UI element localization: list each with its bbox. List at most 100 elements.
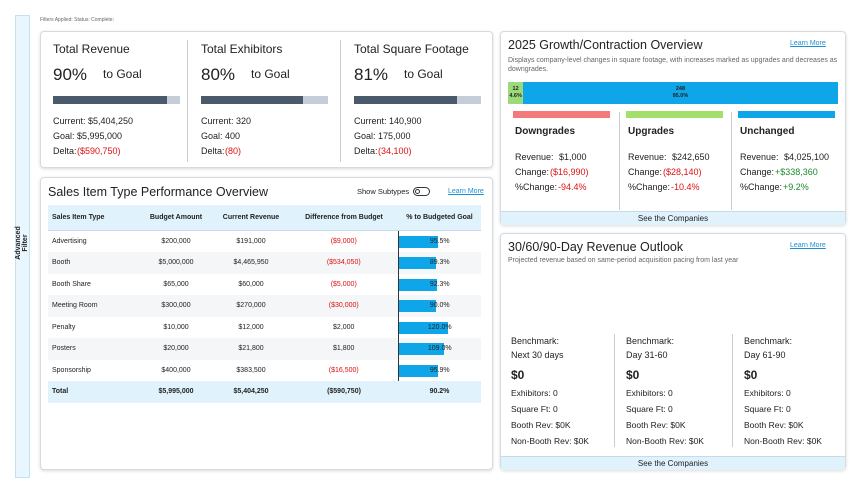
cell: 95.5% bbox=[397, 230, 481, 252]
learn-more[interactable]: Learn More bbox=[448, 188, 484, 195]
cell: Sponsorship bbox=[52, 366, 91, 374]
group-line-value: $4,025,100 bbox=[784, 152, 830, 162]
projected-revenue: $0 bbox=[626, 368, 640, 382]
outlook-card: 30/60/90-Day Revenue Outlook Learn More Pr… bbox=[500, 233, 846, 470]
segment-count: 248 bbox=[675, 86, 686, 92]
toggle-knob bbox=[415, 188, 420, 194]
kpi-goal-label: to Goal bbox=[103, 67, 142, 81]
cell: Advertising bbox=[52, 237, 87, 245]
cell: $5,000,000 bbox=[158, 259, 194, 267]
group-strip bbox=[513, 111, 610, 118]
learn-more[interactable]: Learn More bbox=[790, 242, 826, 249]
pct-cell: 89.3% bbox=[398, 252, 482, 274]
group-name: Downgrades bbox=[515, 126, 576, 137]
kpi-current: Current: $5,404,250 bbox=[53, 116, 134, 126]
kpi-percent: 80% bbox=[201, 65, 236, 84]
card-description: Displays company-level changes in square… bbox=[508, 57, 838, 73]
divider bbox=[619, 112, 620, 210]
kpi-current: Current: 320 bbox=[201, 116, 252, 126]
cell: $1,800 bbox=[333, 345, 355, 353]
benchmark-label: Benchmark: bbox=[626, 336, 675, 346]
group-name: Upgrades bbox=[628, 126, 675, 137]
table-row: Advertising $200,000 $191,000 ($9,000) 95.5% bbox=[48, 230, 481, 252]
cell: Penalty bbox=[52, 323, 76, 331]
cell: Total bbox=[52, 388, 69, 396]
kpi-goal: Goal: $5,995,000 bbox=[53, 131, 123, 141]
cell: $10,000 bbox=[163, 323, 189, 331]
group-line-label: Change: bbox=[628, 167, 663, 177]
cell: $2,000 bbox=[333, 323, 355, 331]
cell: $60,000 bbox=[238, 280, 264, 288]
column-header: Budget Amount bbox=[140, 205, 212, 231]
group-line-label: %Change: bbox=[515, 182, 558, 192]
column-header: Sales Item Type bbox=[48, 205, 140, 231]
booth-rev: Booth Rev: $0K bbox=[626, 420, 686, 430]
cell: $4,465,950 bbox=[233, 259, 269, 267]
group-line-value: +9.2% bbox=[783, 182, 809, 192]
progress-track bbox=[354, 96, 481, 104]
cell: $21,800 bbox=[238, 345, 264, 353]
card-title: 30/60/90-Day Revenue Outlook bbox=[508, 240, 684, 254]
cell: 92.3% bbox=[397, 273, 481, 295]
goal-bar bbox=[398, 321, 449, 334]
group-line-label: Revenue: bbox=[515, 152, 554, 162]
cell: $65,000 bbox=[163, 280, 189, 288]
table-row: Meeting Room $300,000 $270,000 ($30,000) 90.… bbox=[48, 295, 481, 317]
square-ft: Square Ft: 0 bbox=[744, 404, 791, 414]
see-companies-button[interactable]: See the Companies bbox=[501, 456, 845, 470]
growth-bar: 12 4.6% 248 95.0% bbox=[508, 82, 839, 104]
cell: ($534,050) bbox=[326, 259, 361, 267]
segment-percent: 4.6% bbox=[509, 93, 522, 99]
group-line-value: ($28,140) bbox=[663, 167, 702, 177]
projected-revenue: $0 bbox=[511, 368, 525, 382]
progress-track bbox=[201, 96, 328, 104]
cell: $191,000 bbox=[236, 237, 266, 245]
cell: Booth bbox=[52, 259, 71, 267]
card-title: 2025 Growth/Contraction Overview bbox=[508, 38, 703, 52]
cell: 109.0% bbox=[397, 338, 481, 360]
kpi-goal: Goal: 400 bbox=[201, 131, 241, 141]
table-row: Penalty $10,000 $12,000 $2,000 120.0% bbox=[48, 316, 481, 338]
group-strip bbox=[626, 111, 723, 118]
goal-percent: 89.3% bbox=[429, 259, 450, 266]
cell: 90.0% bbox=[397, 295, 481, 317]
progress-bar bbox=[53, 96, 168, 104]
progress-bar bbox=[354, 96, 457, 104]
progress-bar bbox=[201, 96, 303, 104]
group-line-label: Change: bbox=[740, 167, 775, 177]
exhibitors: Exhibitors: 0 bbox=[511, 388, 558, 398]
group-line-label: Change: bbox=[515, 167, 550, 177]
group-strip bbox=[738, 111, 835, 118]
segment-percent: 95.0% bbox=[672, 93, 689, 99]
progress-track bbox=[53, 96, 180, 104]
filters-applied: Filters Applied: Status: Complete; bbox=[40, 17, 114, 23]
total-row: Total $5,995,000 $5,404,250 ($590,750) 90.2% bbox=[48, 381, 481, 403]
group-line-label: %Change: bbox=[740, 182, 783, 192]
learn-more[interactable]: Learn More bbox=[790, 40, 826, 47]
table-title: Sales Item Type Performance Overview bbox=[48, 185, 268, 199]
cell: Meeting Room bbox=[52, 302, 98, 310]
cell: Booth Share bbox=[52, 280, 91, 288]
projected-revenue: $0 bbox=[744, 368, 758, 382]
group-line-value: -94.4% bbox=[558, 182, 587, 192]
cell: ($590,750) bbox=[327, 388, 361, 396]
goal-percent: 92.3% bbox=[429, 280, 450, 288]
non-booth-rev: Non-Booth Rev: $0K bbox=[744, 436, 822, 446]
goal-bar bbox=[398, 257, 436, 269]
kpi-percent: 90% bbox=[53, 65, 88, 84]
booth-rev: Booth Rev: $0K bbox=[511, 420, 571, 430]
group-line-label: Revenue: bbox=[740, 152, 779, 162]
segment-count: 12 bbox=[512, 86, 519, 92]
group-line-value: $1,000 bbox=[559, 152, 587, 162]
sidebar-label[interactable]: Advanced Filter bbox=[15, 226, 29, 260]
cell: $12,000 bbox=[238, 323, 264, 331]
table-row: Sponsorship $400,000 $383,500 ($16,500) 95.9… bbox=[48, 359, 481, 381]
kpi-delta-label: Delta: bbox=[201, 146, 225, 156]
sidebar[interactable]: Advanced Filter bbox=[15, 15, 30, 478]
divider bbox=[614, 334, 615, 447]
see-companies-button[interactable]: See the Companies bbox=[501, 211, 845, 225]
goal-percent: 90.0% bbox=[429, 302, 450, 309]
divider bbox=[731, 112, 732, 210]
subtypes-toggle[interactable] bbox=[413, 187, 430, 196]
